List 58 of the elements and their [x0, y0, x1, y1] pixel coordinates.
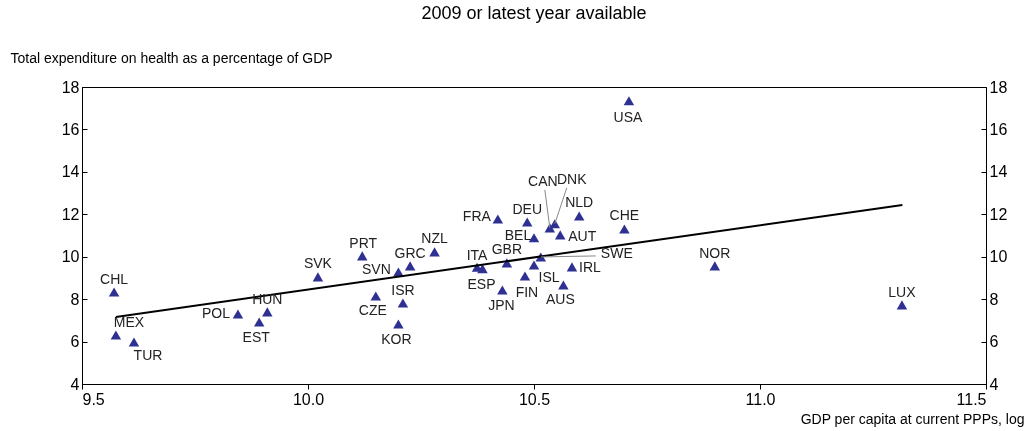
annotation: NLD — [565, 193, 594, 210]
y-tick-label: 8 — [70, 290, 80, 308]
y2-tick-label: 8 — [989, 290, 999, 308]
annotation: PRT — [349, 234, 378, 251]
annotation: FRA — [462, 207, 492, 224]
x-tick-label: 11.0 — [745, 390, 776, 408]
annotation: HUN — [252, 290, 283, 307]
x-tick-label: 10.5 — [518, 390, 551, 408]
y-tick-label: 16 — [61, 120, 80, 138]
y2-tick-label: 18 — [989, 78, 1008, 96]
annotation: MEX — [113, 313, 145, 330]
annotation: AUS — [545, 290, 575, 307]
y-axis-title: Total expenditure on health as a percentage of GDP — [10, 49, 333, 66]
x-tick-label: 10.0 — [292, 390, 325, 408]
y-tick-label: 10 — [61, 248, 80, 266]
annotation: ISR — [391, 281, 415, 298]
annotation: DNK — [557, 170, 588, 187]
annotation: DEU — [512, 200, 542, 217]
annotation: CAN — [528, 172, 558, 189]
annotation: USA — [613, 108, 643, 125]
annotation: BEL — [504, 226, 532, 243]
y2-tick-label: 6 — [989, 333, 999, 351]
annotation: JPN — [488, 297, 515, 314]
annotation: ISL — [538, 268, 560, 285]
x-axis-title: GDP per capita at current PPPs, log — [800, 410, 1024, 427]
annotation: EST — [242, 329, 271, 346]
annotation: ESP — [467, 275, 496, 292]
annotation: CHE — [609, 206, 640, 223]
y2-tick-label: 14 — [989, 163, 1008, 181]
annotation: LUX — [888, 283, 917, 300]
annotation: SWE — [600, 244, 633, 261]
y-tick-label: 6 — [70, 333, 80, 351]
y-tick-label: 18 — [61, 78, 80, 96]
y2-tick-label: 10 — [989, 248, 1008, 266]
x-tick-label: 11.5 — [956, 390, 987, 408]
annotation: POL — [201, 304, 231, 321]
annotation: CZE — [358, 301, 387, 318]
annotation: CHL — [100, 270, 129, 287]
annotation: NOR — [699, 244, 731, 261]
annotation: GRC — [394, 244, 426, 261]
chart-title: 2009 or latest year available — [421, 3, 647, 23]
annotation: AUT — [568, 227, 597, 244]
annotation: KOR — [381, 330, 412, 347]
annotation: NZL — [421, 229, 448, 246]
x-tick-label: 9.5 — [82, 390, 105, 408]
y2-tick-label: 16 — [989, 120, 1008, 138]
annotation: SVN — [362, 260, 391, 277]
y2-tick-label: 12 — [989, 205, 1008, 223]
annotation: TUR — [133, 347, 163, 363]
annotation: ITA — [466, 247, 489, 264]
y2-tick-label: 4 — [989, 375, 999, 393]
annotation: GBR — [491, 240, 523, 257]
y-tick-label: 12 — [61, 205, 80, 223]
annotation: FIN — [515, 284, 539, 301]
annotation: SVK — [303, 254, 333, 271]
y-tick-label: 4 — [70, 375, 80, 393]
annotation: IRL — [579, 258, 602, 275]
y-tick-label: 14 — [61, 163, 80, 181]
